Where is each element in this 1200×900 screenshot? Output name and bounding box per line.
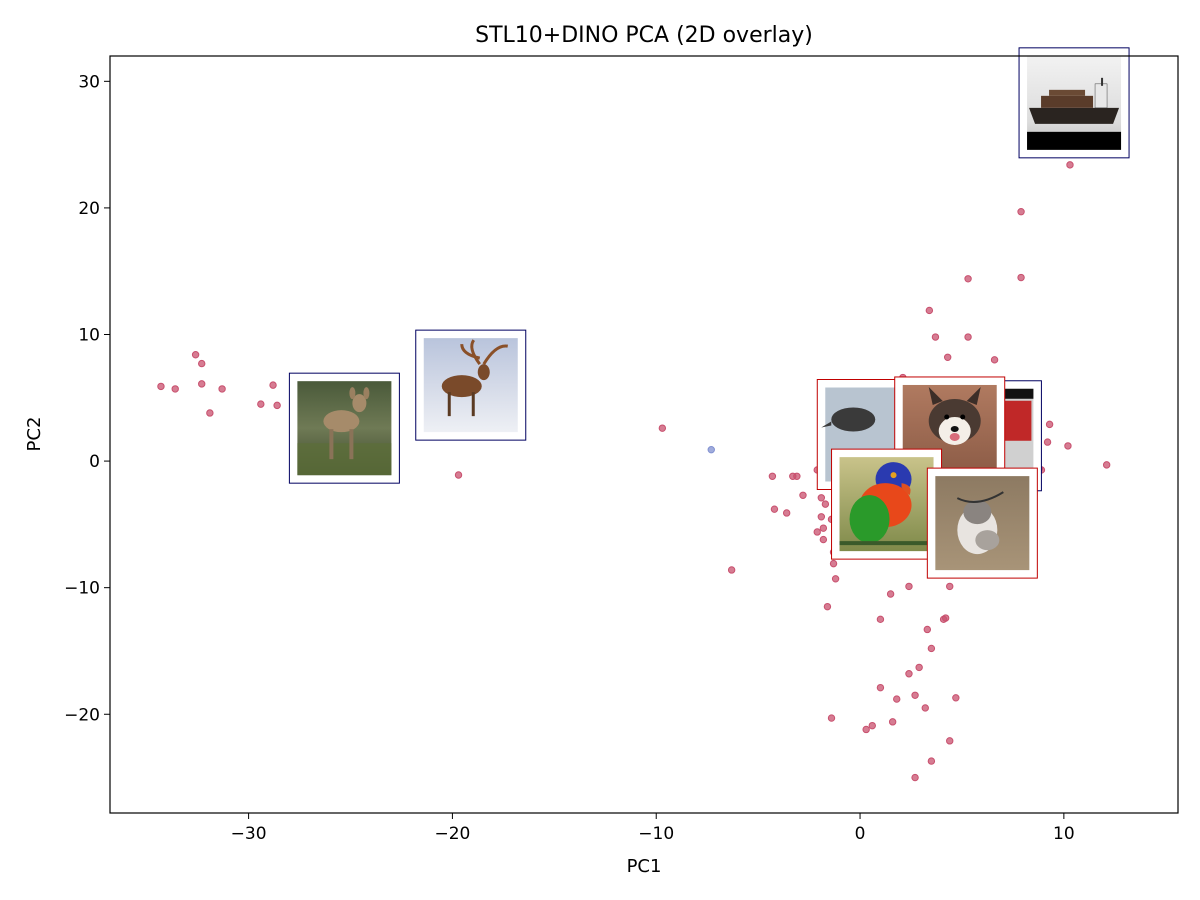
x-tick-label: 10 — [1053, 824, 1075, 844]
data-point — [257, 400, 265, 408]
data-point — [927, 644, 936, 653]
data-point — [925, 306, 934, 315]
y-tick-label: 10 — [78, 325, 100, 345]
data-point — [817, 494, 826, 502]
data-point — [770, 505, 779, 513]
ship-thumbnail — [1018, 47, 1130, 159]
data-point — [817, 513, 826, 521]
data-point — [964, 333, 972, 341]
data-point — [868, 721, 876, 730]
dog-thumbnail — [894, 376, 1006, 488]
data-point — [829, 559, 838, 568]
data-point — [206, 409, 214, 417]
data-point — [911, 691, 919, 699]
data-point — [823, 602, 832, 611]
data-point — [454, 471, 463, 479]
data-point — [905, 582, 913, 591]
data-point — [171, 385, 179, 393]
data-point — [768, 472, 777, 480]
data-point — [911, 773, 919, 782]
data-point — [886, 590, 895, 598]
y-axis-ticks: −20 −10 0 10 20 30 — [64, 72, 110, 725]
y-tick-label: 30 — [78, 72, 100, 92]
x-axis-label: PC1 — [627, 856, 662, 877]
data-point — [923, 625, 932, 634]
deer-thumbnail — [288, 372, 400, 484]
chart-title: STL10+DINO PCA (2D overlay) — [475, 23, 813, 48]
y-tick-label: −10 — [64, 579, 100, 599]
y-tick-label: 20 — [78, 199, 100, 219]
data-point — [819, 535, 828, 544]
data-point — [905, 670, 913, 678]
data-point — [658, 424, 667, 432]
x-axis-ticks: −30 −20 −10 0 10 — [231, 813, 1075, 844]
data-point — [946, 737, 954, 745]
data-point — [799, 491, 807, 499]
data-point — [269, 381, 277, 389]
data-point — [1045, 420, 1054, 429]
data-point — [1102, 461, 1111, 469]
data-point — [941, 614, 950, 622]
data-point — [990, 356, 999, 364]
x-tick-label: 0 — [855, 824, 866, 844]
data-point — [893, 695, 901, 703]
data-point — [707, 445, 715, 454]
scatter-points — [157, 90, 1111, 782]
axes-frame — [109, 55, 1179, 814]
y-tick-label: −20 — [64, 705, 100, 725]
data-point — [1043, 438, 1052, 446]
data-point — [915, 663, 923, 672]
data-point — [943, 353, 952, 361]
data-point — [876, 615, 885, 624]
data-point — [191, 351, 200, 359]
data-point — [888, 718, 897, 726]
x-tick-label: −10 — [638, 824, 674, 844]
data-point — [921, 704, 929, 712]
husky-thumbnail — [926, 467, 1038, 579]
data-point — [1064, 442, 1072, 450]
y-axis-label: PC2 — [24, 417, 45, 452]
data-point — [831, 575, 840, 583]
data-point — [821, 500, 830, 508]
data-point — [1066, 161, 1074, 169]
data-point — [782, 509, 791, 517]
x-tick-label: −30 — [231, 824, 267, 844]
data-point — [876, 683, 885, 692]
x-tick-label: −20 — [434, 824, 470, 844]
data-point — [927, 757, 936, 765]
data-point — [952, 694, 960, 702]
data-point — [157, 382, 165, 391]
data-point — [931, 333, 940, 341]
data-point — [813, 528, 821, 536]
data-point — [964, 275, 972, 283]
data-point — [827, 714, 836, 722]
data-point — [198, 380, 206, 388]
data-point — [793, 472, 801, 480]
data-point — [1017, 208, 1025, 216]
data-point — [946, 582, 954, 591]
reindeer-thumbnail — [415, 329, 527, 441]
data-point — [819, 524, 828, 532]
data-point — [1017, 273, 1025, 282]
data-point — [862, 725, 870, 734]
data-point — [727, 566, 736, 574]
parrot-thumbnail — [831, 448, 943, 560]
y-tick-label: 0 — [89, 452, 100, 472]
data-point — [198, 359, 206, 368]
image-overlays — [288, 47, 1130, 579]
data-point — [218, 385, 226, 393]
data-point — [273, 401, 281, 410]
